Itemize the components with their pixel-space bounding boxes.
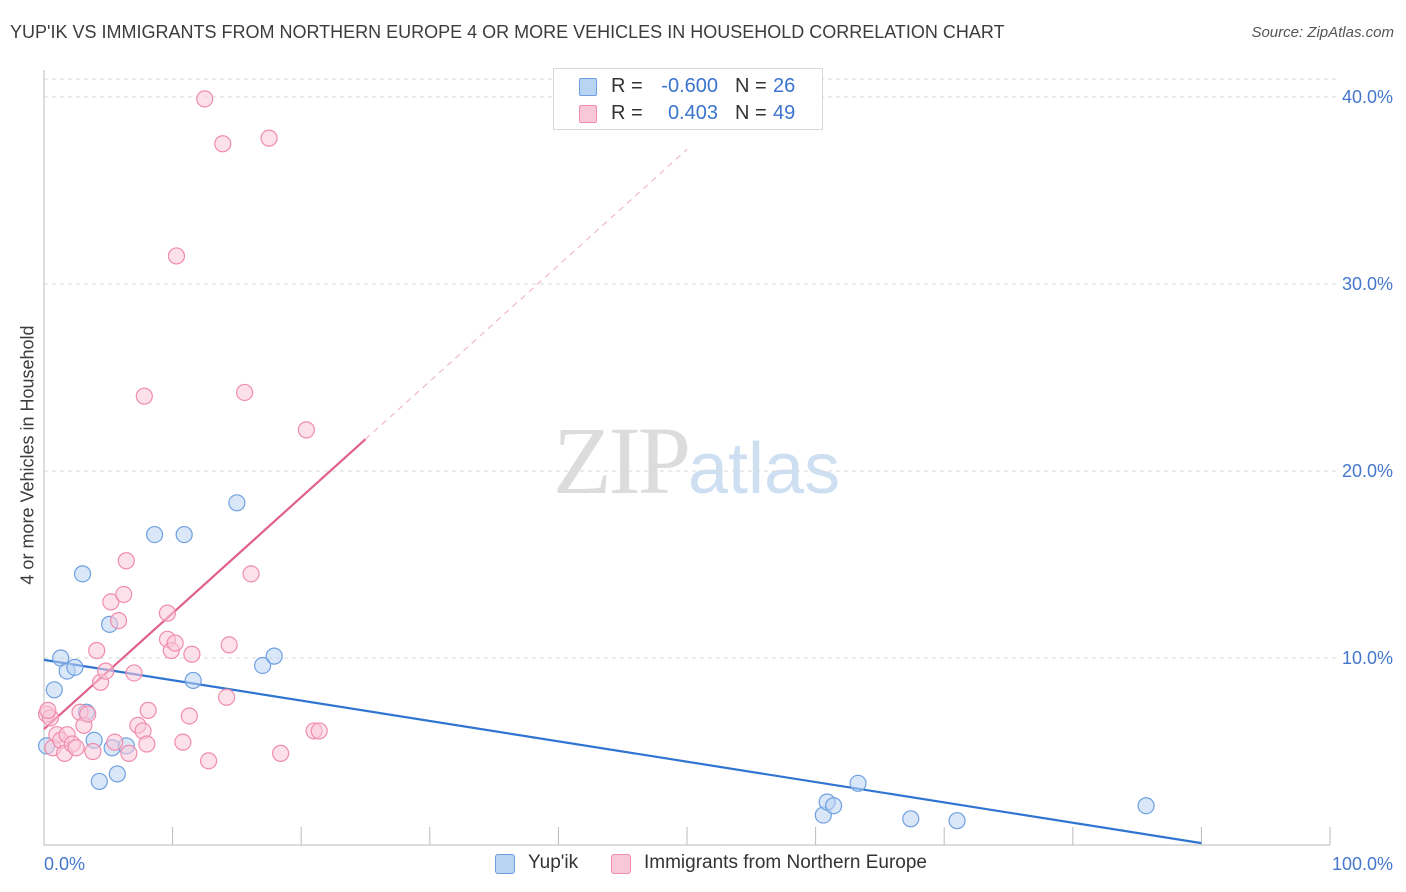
northern-europe-point <box>236 383 254 402</box>
yupik-point <box>73 565 92 583</box>
tick-labels: 10.0% 20.0% 30.0% 40.0% 0.0% 100.0% <box>44 87 1393 874</box>
northern-europe-point <box>139 701 157 719</box>
yupik-swatch <box>579 78 597 96</box>
watermark: ZIPatlas <box>553 405 840 516</box>
n-label: N = <box>735 75 767 97</box>
northern-europe-point <box>166 634 184 652</box>
legend-swatch-yupik <box>495 854 515 874</box>
northern-europe-point <box>109 611 128 630</box>
yupik-point <box>90 772 108 791</box>
northern-europe-point <box>272 744 290 762</box>
y-tick-label: 10.0% <box>1342 648 1393 668</box>
yupik-trend-line <box>43 658 1202 845</box>
northern-europe-point <box>106 733 124 751</box>
trend-lines <box>43 148 1202 845</box>
northern-europe-trend-extension <box>365 148 688 440</box>
yupik-point <box>849 774 867 792</box>
yupik-point <box>108 765 126 783</box>
northern-europe-point <box>120 744 138 762</box>
northern-europe-point <box>97 662 115 680</box>
yupik-point <box>175 525 193 544</box>
yupik-point <box>902 810 920 828</box>
northern-europe-swatch <box>579 105 597 123</box>
yupik-point <box>145 525 164 544</box>
northern-europe-point <box>125 664 143 682</box>
stats-legend-box: R = -0.600 N = 26 R = 0.403 N = 49 <box>553 68 823 130</box>
y-tick-label: 20.0% <box>1342 461 1393 481</box>
northern-europe-point <box>310 722 328 740</box>
watermark-atlas: atlas <box>688 429 841 509</box>
chart-legend: Yup'ik Immigrants from Northern Europe <box>0 851 1406 879</box>
northern-europe-n-value: 49 <box>773 102 796 124</box>
stats-row-yupik: R = -0.600 N = 26 <box>554 74 822 100</box>
northern-europe-r-value: 0.403 <box>667 102 718 124</box>
yupik-point <box>825 797 843 815</box>
y-tick-label: 30.0% <box>1342 274 1393 294</box>
northern-europe-point <box>183 645 201 663</box>
yupik-point <box>184 671 202 690</box>
northern-europe-point <box>138 735 156 753</box>
watermark-zip: ZIP <box>553 407 691 514</box>
northern-europe-point <box>214 135 232 153</box>
northern-europe-point <box>79 705 97 723</box>
northern-europe-point <box>102 593 120 611</box>
stats-row-northern-europe: R = 0.403 N = 49 <box>554 101 822 127</box>
legend-swatch-northern-europe <box>611 854 631 874</box>
x-tick-label: 0.0% <box>44 854 85 874</box>
n-label: N = <box>735 102 767 124</box>
northern-europe-point <box>67 739 85 757</box>
northern-europe-point <box>218 688 236 706</box>
northern-europe-point <box>174 733 192 751</box>
yupik-n-value: 26 <box>773 75 796 97</box>
yupik-r-value: -0.600 <box>661 75 718 97</box>
data-points <box>37 90 1155 830</box>
northern-europe-point <box>260 129 278 147</box>
r-label: R = <box>611 102 643 124</box>
northern-europe-point <box>242 565 260 583</box>
yupik-point <box>228 494 246 512</box>
yupik-point <box>948 812 966 830</box>
northern-europe-point <box>158 604 177 622</box>
northern-europe-point <box>135 387 153 405</box>
yupik-point <box>1137 797 1155 815</box>
northern-europe-point <box>196 90 214 108</box>
northern-europe-point <box>117 552 135 570</box>
chart-source: Source: ZipAtlas.com <box>1251 24 1394 41</box>
gridlines <box>44 78 1340 659</box>
y-tick-label: 40.0% <box>1342 87 1393 107</box>
northern-europe-point <box>84 742 102 761</box>
northern-europe-point <box>200 752 218 770</box>
northern-europe-point <box>115 585 133 604</box>
axes <box>43 70 1331 846</box>
yupik-point <box>66 658 84 676</box>
r-label: R = <box>611 75 643 97</box>
northern-europe-point <box>88 641 106 660</box>
legend-label-northern-europe: Immigrants from Northern Europe <box>644 852 927 873</box>
x-tick-label: 100.0% <box>1332 854 1393 874</box>
chart-title: YUP'IK VS IMMIGRANTS FROM NORTHERN EUROP… <box>10 22 1005 42</box>
legend-label-yupik: Yup'ik <box>528 852 579 873</box>
yupik-point <box>45 681 63 699</box>
northern-europe-point <box>180 707 198 725</box>
yupik-point <box>254 656 272 675</box>
yupik-point <box>265 647 283 665</box>
northern-europe-point <box>167 247 186 265</box>
northern-europe-point <box>297 421 315 439</box>
northern-europe-point <box>39 701 57 719</box>
northern-europe-point <box>220 636 238 654</box>
